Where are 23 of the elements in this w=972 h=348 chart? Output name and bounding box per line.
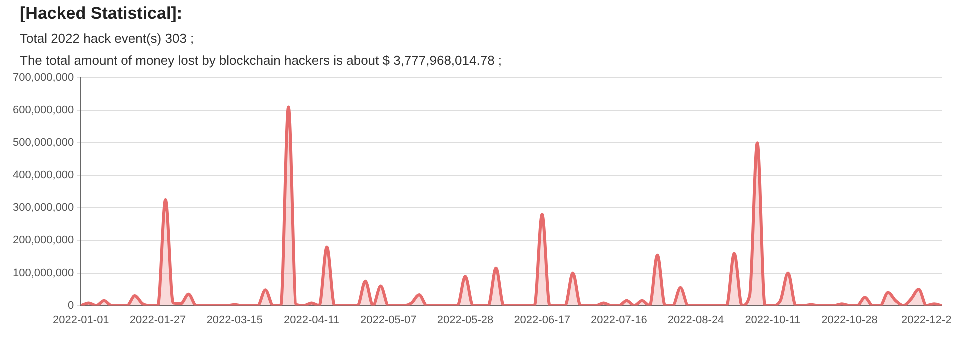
x-tick-label: 2022-06-17 [514,314,570,326]
x-tick-label: 2022-10-28 [822,314,878,326]
x-tick-label: 2022-05-28 [437,314,494,326]
x-tick-label: 2022-01-27 [130,314,186,326]
y-tick-label: 400,000,000 [13,170,74,182]
y-tick-label: 0 [68,300,74,312]
x-tick-label: 2022-05-07 [360,314,417,326]
x-tick-label: 2022-12-2 [902,314,952,326]
y-tick-label: 600,000,000 [13,104,74,117]
chart-title: [Hacked Statistical]: [19,3,184,24]
y-tick-label: 100,000,000 [13,267,74,280]
x-tick-label: 2022-01-01 [53,314,110,326]
x-tick-label: 2022-10-11 [745,314,801,326]
text: The total amount of money lost by blockchain hackers is about $ 3,777,968,014.78 ; [19,52,504,68]
x-tick-label: 2022-04-11 [284,314,340,326]
y-tick-label: 300,000,000 [13,202,74,214]
y-tick-label: 500,000,000 [13,137,74,150]
text: Total 2022 hack event(s) 303 ; [19,30,196,46]
y-tick-label: 200,000,000 [13,234,74,247]
x-tick-label: 2022-07-16 [591,314,648,326]
x-tick-label: 2022-08-24 [668,314,724,326]
y-tick-label: 700,000,000 [13,72,74,84]
x-tick-label: 2022-03-15 [206,314,264,326]
